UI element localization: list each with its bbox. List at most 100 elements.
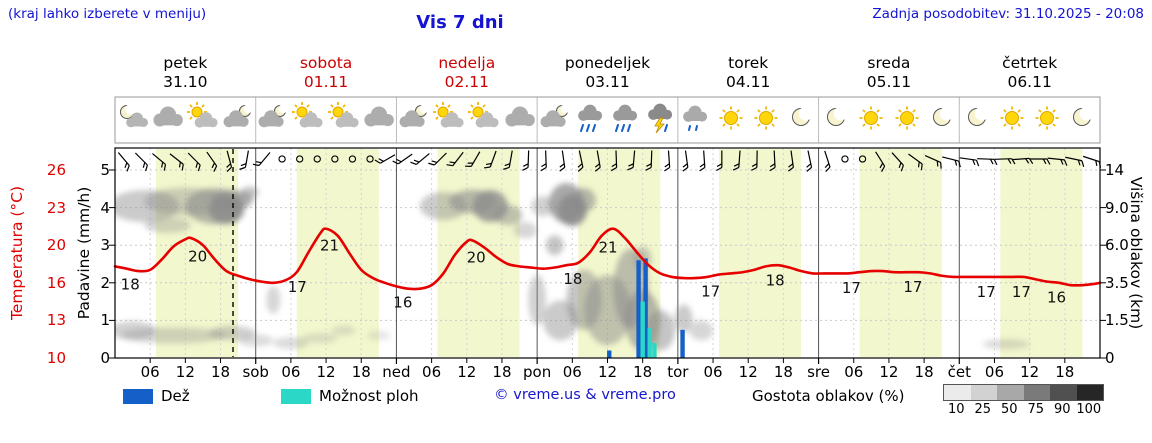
rain-legend-label: Dež [161, 387, 190, 405]
x-axis-hour-label: 12 [1020, 363, 1040, 381]
x-axis-hour-label: 06 [562, 363, 582, 381]
moon-icon [1064, 102, 1100, 136]
x-axis-hour-label: 06 [422, 363, 442, 381]
density-segment-50 [997, 385, 1024, 400]
svg-text:17: 17 [977, 283, 996, 301]
sun-cloud-icon [326, 102, 362, 136]
day-date: 03.11 [585, 73, 630, 91]
cloud-density-label: Gostota oblakov (%) [752, 387, 905, 405]
temperature-axis-label: Temperatura (°C) [8, 185, 26, 321]
day-name: sreda [867, 54, 911, 72]
moon-icon [783, 102, 819, 136]
day-name: nedelja [438, 54, 496, 72]
cloud-height-tick: 14 [1105, 161, 1125, 179]
svg-text:18: 18 [563, 270, 582, 288]
sun-icon [853, 102, 889, 136]
cloud-moon-icon [537, 102, 573, 136]
location-hint: (kraj lahko izberete v meniju) [8, 6, 207, 22]
copyright-link[interactable]: © vreme.us & vreme.pro [494, 387, 676, 403]
x-axis-hour-label: 12 [457, 363, 477, 381]
density-tick-label: 10 [947, 402, 965, 417]
drizzle-icon [677, 102, 713, 136]
day-header: četrtek 06.11 [960, 54, 1100, 92]
x-axis-day-abbr: ned [382, 363, 411, 381]
cloud-height-tick: 6.0 [1105, 236, 1129, 255]
day-header: ponedeljek 03.11 [538, 54, 678, 92]
cloud-moon-icon [255, 102, 291, 136]
day-header: torek 04.11 [678, 54, 818, 92]
x-axis-day-abbr: tor [667, 363, 689, 381]
temperature-tick: 20 [46, 236, 66, 255]
cloud-icon [150, 102, 186, 136]
cloud-icon [502, 102, 538, 136]
x-axis-hour-label: 06 [703, 363, 723, 381]
day-date: 31.10 [163, 73, 208, 91]
day-name: sobota [299, 54, 353, 72]
x-axis-day-abbr: sre [807, 363, 830, 381]
moon-icon [924, 102, 960, 136]
svg-text:16: 16 [1047, 289, 1066, 307]
density-tick-label: 50 [1000, 402, 1018, 417]
sun-cloud-icon [431, 102, 467, 136]
density-segment-100 [1076, 385, 1103, 400]
svg-text:20: 20 [188, 248, 207, 266]
svg-text:17: 17 [903, 278, 922, 296]
x-axis-day-abbr: sob [242, 363, 269, 381]
day-date: 02.11 [444, 73, 489, 91]
x-axis-hour-label: 18 [1055, 363, 1075, 381]
day-header: sobota 01.11 [256, 54, 396, 92]
x-axis-hour-label: 12 [316, 363, 336, 381]
day-date: 01.11 [303, 73, 349, 91]
x-axis-hour-label: 12 [738, 363, 758, 381]
moon-icon [959, 102, 995, 136]
sun-cloud-icon [290, 102, 326, 136]
showers-legend-swatch [281, 389, 311, 404]
svg-text:17: 17 [1012, 283, 1031, 301]
precipitation-tick: 5 [100, 161, 110, 179]
x-axis-hour-label: 06 [140, 363, 160, 381]
x-axis-hour-label: 06 [984, 363, 1004, 381]
day-name: petek [163, 54, 208, 72]
svg-text:16: 16 [393, 294, 412, 312]
sun-icon [994, 102, 1030, 136]
moon-icon [818, 102, 854, 136]
temperature-tick: 16 [46, 273, 66, 292]
rain-icon [607, 102, 643, 136]
sun-icon [748, 102, 784, 136]
rain-icon [572, 102, 608, 136]
cloud-height-tick: 9.0 [1105, 198, 1129, 217]
x-axis-hour-label: 18 [633, 363, 653, 381]
x-axis-hour-label: 06 [844, 363, 864, 381]
x-axis-hour-label: 12 [175, 363, 195, 381]
cloud-height-tick: 0 [1105, 349, 1115, 367]
density-segment-75 [1023, 385, 1050, 400]
sun-cloud-icon [185, 102, 221, 136]
temperature-tick: 13 [46, 311, 66, 330]
storm-icon [642, 102, 678, 136]
svg-text:18: 18 [766, 271, 785, 289]
x-axis-hour-label: 18 [773, 363, 793, 381]
cloud-height-tick: 3.5 [1105, 273, 1129, 292]
sun-icon [1029, 102, 1065, 136]
precipitation-axis-label: Padavine (mm/h) [75, 186, 93, 320]
cloud-density-scale [943, 384, 1104, 401]
day-header: sreda 05.11 [819, 54, 959, 92]
density-segment-10 [944, 385, 971, 400]
density-segment-25 [970, 385, 997, 400]
sun-cloud-icon [466, 102, 502, 136]
precipitation-tick: 2 [100, 273, 110, 292]
x-axis-hour-label: 12 [597, 363, 618, 381]
precipitation-tick: 4 [100, 198, 110, 217]
cloud-density-scale-ticks: 10 25 50 75 90 100 [943, 402, 1102, 417]
x-axis-hour-label: 06 [281, 363, 301, 381]
day-date: 05.11 [866, 73, 912, 91]
svg-text:21: 21 [320, 237, 339, 255]
density-segment-90 [1050, 385, 1077, 400]
x-axis-hour-label: 18 [492, 363, 512, 381]
page-title: Vis 7 dni [416, 12, 504, 33]
svg-text:17: 17 [842, 279, 861, 297]
precipitation-tick: 1 [100, 311, 110, 330]
moon-cloud-icon [115, 102, 151, 136]
